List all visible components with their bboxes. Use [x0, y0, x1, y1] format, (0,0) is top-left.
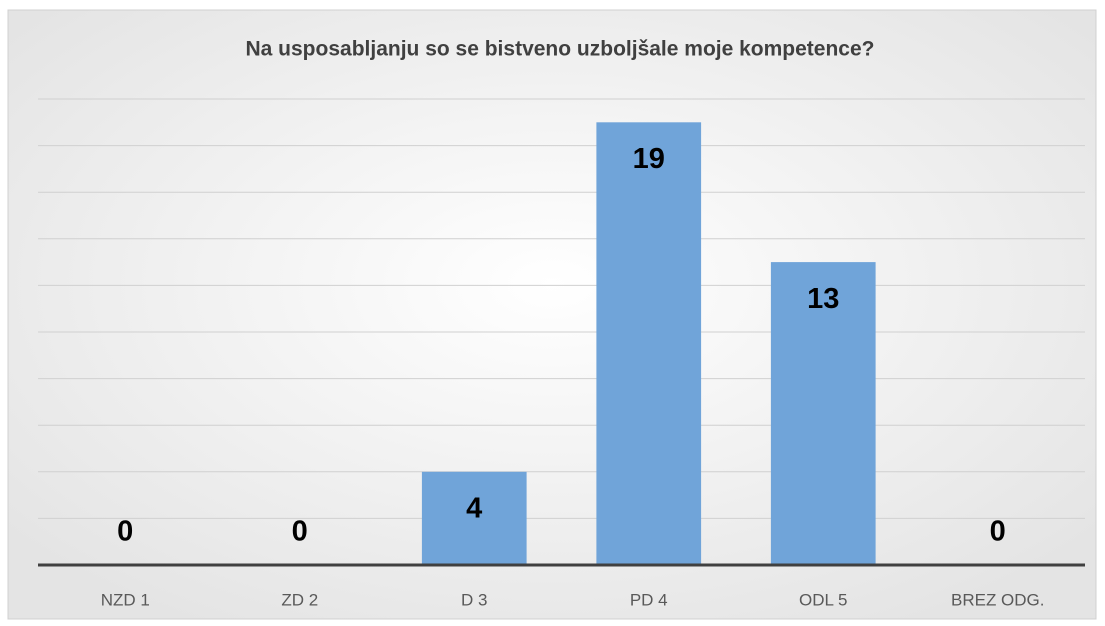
x-tick-label: NZD 1	[101, 590, 150, 609]
data-label: 0	[990, 516, 1006, 548]
x-tick-label: BREZ ODG.	[951, 590, 1045, 609]
data-label: 0	[292, 516, 308, 548]
bar	[770, 262, 876, 565]
chart-title: Na usposabljanju so se bistveno uzboljša…	[246, 38, 875, 61]
x-tick-label: ZD 2	[281, 590, 318, 609]
data-label: 19	[633, 143, 665, 175]
x-tick-label: PD 4	[630, 590, 668, 609]
x-tick-label: ODL 5	[799, 590, 848, 609]
bar	[596, 122, 702, 566]
data-label: 0	[117, 516, 133, 548]
data-label: 13	[807, 283, 839, 315]
bar	[421, 471, 527, 565]
data-label: 4	[466, 492, 482, 524]
x-tick-label: D 3	[461, 590, 487, 609]
chart-background	[7, 9, 1097, 620]
